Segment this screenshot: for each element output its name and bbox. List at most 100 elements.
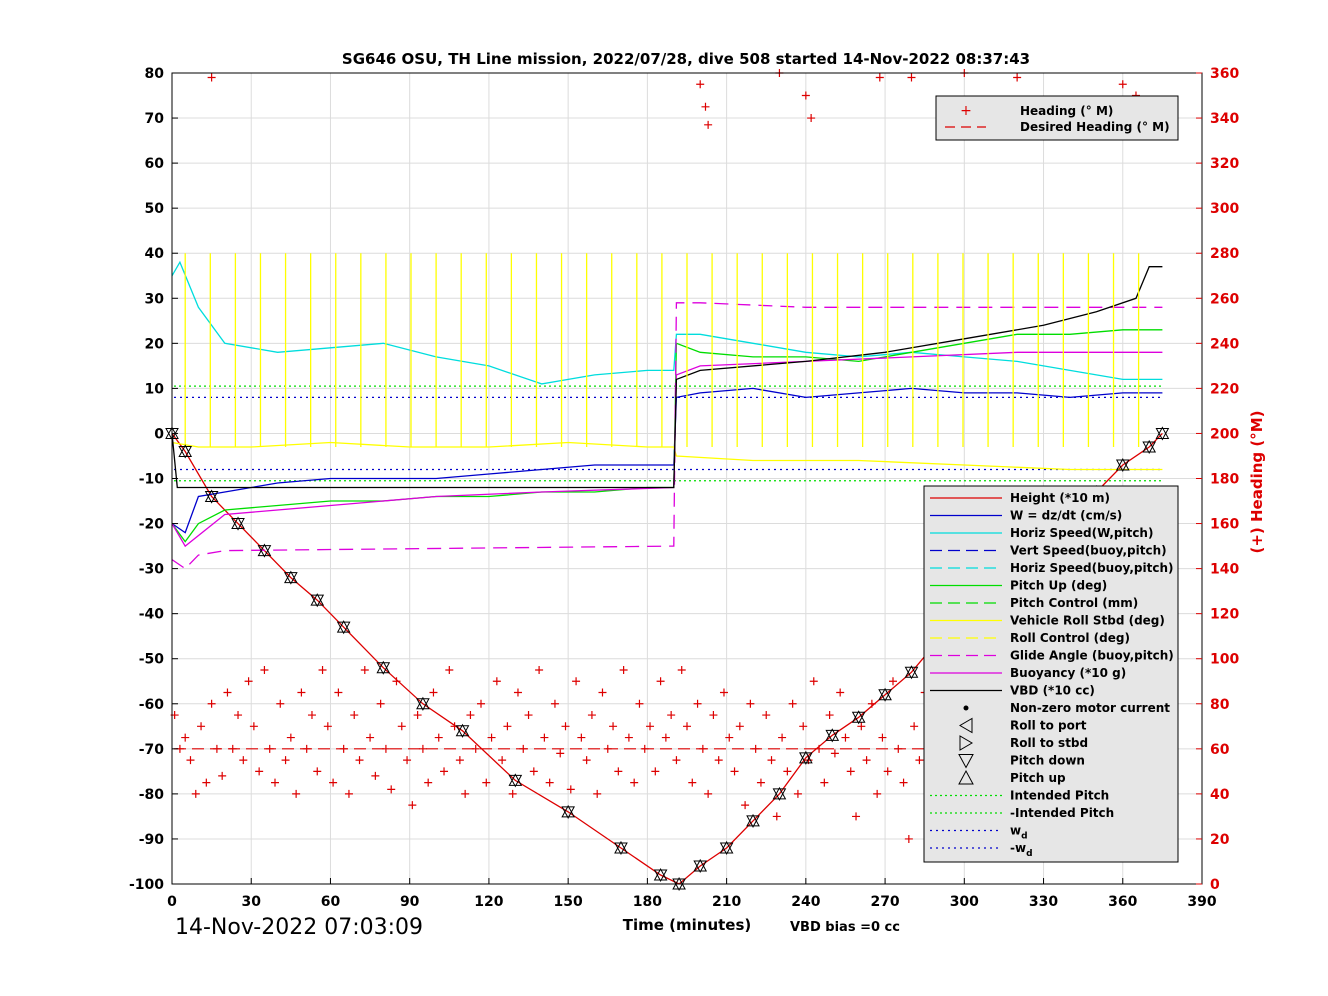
y-tick-label: -50 — [139, 652, 165, 668]
legend-label: Glide Angle (buoy,pitch) — [1010, 649, 1174, 663]
y-right-tick-label: 200 — [1210, 426, 1239, 442]
pitch-marker — [284, 570, 298, 584]
pitch-marker — [416, 696, 430, 710]
heading-marker — [572, 677, 581, 686]
x-tick-label: 210 — [712, 894, 741, 910]
legend-label: Intended Pitch — [1010, 789, 1109, 803]
heading-marker — [719, 688, 728, 697]
y-tick-label: -90 — [139, 832, 165, 848]
heading-marker — [181, 733, 190, 742]
heading-marker — [701, 102, 710, 111]
heading-marker — [260, 665, 269, 674]
pitch-marker — [1155, 426, 1170, 439]
heading-marker — [503, 722, 512, 731]
heading-marker — [482, 778, 491, 787]
heading-marker — [651, 767, 660, 776]
heading-marker — [875, 73, 884, 82]
heading-marker — [302, 744, 311, 753]
heading-marker — [313, 767, 322, 776]
y-right-tick-label: 300 — [1210, 201, 1239, 217]
heading-marker — [207, 73, 216, 82]
heading-marker — [614, 767, 623, 776]
pitch-marker — [614, 840, 628, 854]
y-tick-label: -20 — [139, 517, 165, 533]
heading-marker — [698, 744, 707, 753]
heading-marker — [899, 778, 908, 787]
heading-marker — [540, 733, 549, 742]
heading-marker — [667, 711, 676, 720]
heading-marker — [344, 789, 353, 798]
pitch-marker — [904, 665, 919, 678]
heading-marker — [852, 812, 861, 821]
heading-marker — [234, 711, 243, 720]
y-axis-right-ticks: 0 20 40 60 80 100 120 140 160 180 200 220 240 260 280 3… — [1196, 66, 1239, 893]
y-tick-label: 10 — [145, 381, 165, 397]
heading-marker — [820, 778, 829, 787]
legend-label: Horiz Speed(W,pitch) — [1010, 526, 1153, 540]
heading-marker — [271, 778, 279, 787]
heading-marker — [778, 733, 787, 742]
y-right-tick-label: 340 — [1210, 111, 1239, 127]
x-tick-label: 30 — [241, 894, 261, 910]
heading-marker — [228, 744, 237, 753]
heading-marker — [603, 744, 612, 753]
heading-marker — [413, 711, 422, 720]
pitch-marker — [1115, 457, 1130, 471]
heading-marker — [878, 733, 887, 742]
heading-marker — [788, 699, 797, 708]
heading-marker — [593, 789, 602, 798]
heading-marker — [545, 778, 554, 787]
heading-marker — [513, 688, 522, 697]
y-right-tick-label: 0 — [1210, 877, 1220, 893]
y-tick-label: 20 — [145, 336, 165, 352]
heading-marker — [397, 722, 406, 731]
heading-marker — [461, 789, 470, 798]
pitch-marker — [376, 660, 391, 674]
heading-marker — [477, 699, 485, 708]
heading-marker — [392, 677, 401, 686]
heading-marker — [524, 711, 533, 720]
legend-swatch — [959, 735, 973, 751]
heading-marker — [376, 699, 385, 708]
legend-label: Height (*10 m) — [1010, 491, 1110, 505]
heading-marker — [418, 744, 427, 753]
heading-marker — [656, 677, 665, 686]
heading-marker — [640, 744, 649, 753]
heading-marker — [735, 722, 744, 731]
heading-marker — [212, 744, 221, 753]
heading-marker — [830, 749, 839, 758]
series-line — [171, 387, 1163, 534]
heading-marker — [915, 756, 924, 765]
y-tick-label: 70 — [145, 111, 165, 127]
pitch-marker — [851, 710, 866, 723]
heading-marker — [455, 756, 464, 765]
legend-label: Buoyancy (*10 g) — [1010, 666, 1126, 680]
legend-label: Vehicle Roll Stbd (deg) — [1010, 614, 1165, 628]
desired-heading-legend-label: Desired Heading (° M) — [1020, 120, 1170, 134]
heading-marker — [807, 114, 816, 123]
pitch-marker — [310, 593, 325, 606]
series-line — [171, 302, 1163, 570]
heading-marker — [244, 677, 253, 686]
heading-marker — [609, 722, 618, 731]
heading-marker — [323, 722, 332, 731]
x-tick-label: 180 — [633, 894, 662, 910]
heading-marker — [360, 665, 369, 674]
heading-marker — [598, 688, 607, 697]
heading-marker — [867, 699, 876, 708]
heading-marker — [857, 722, 866, 731]
legend-swatch — [959, 717, 973, 734]
y-right-tick-label: 160 — [1210, 517, 1239, 533]
heading-marker — [355, 756, 364, 765]
heading-marker — [529, 767, 538, 776]
y-right-tick-label: 40 — [1210, 787, 1230, 803]
heading-marker — [239, 756, 248, 765]
heading-marker — [350, 711, 359, 720]
heading-marker — [873, 789, 882, 798]
legend-swatch — [958, 769, 974, 785]
heading-marker — [492, 677, 501, 686]
y-right-tick-label: 280 — [1210, 246, 1239, 262]
legend-swatch — [963, 705, 969, 711]
heading-marker — [191, 789, 200, 798]
